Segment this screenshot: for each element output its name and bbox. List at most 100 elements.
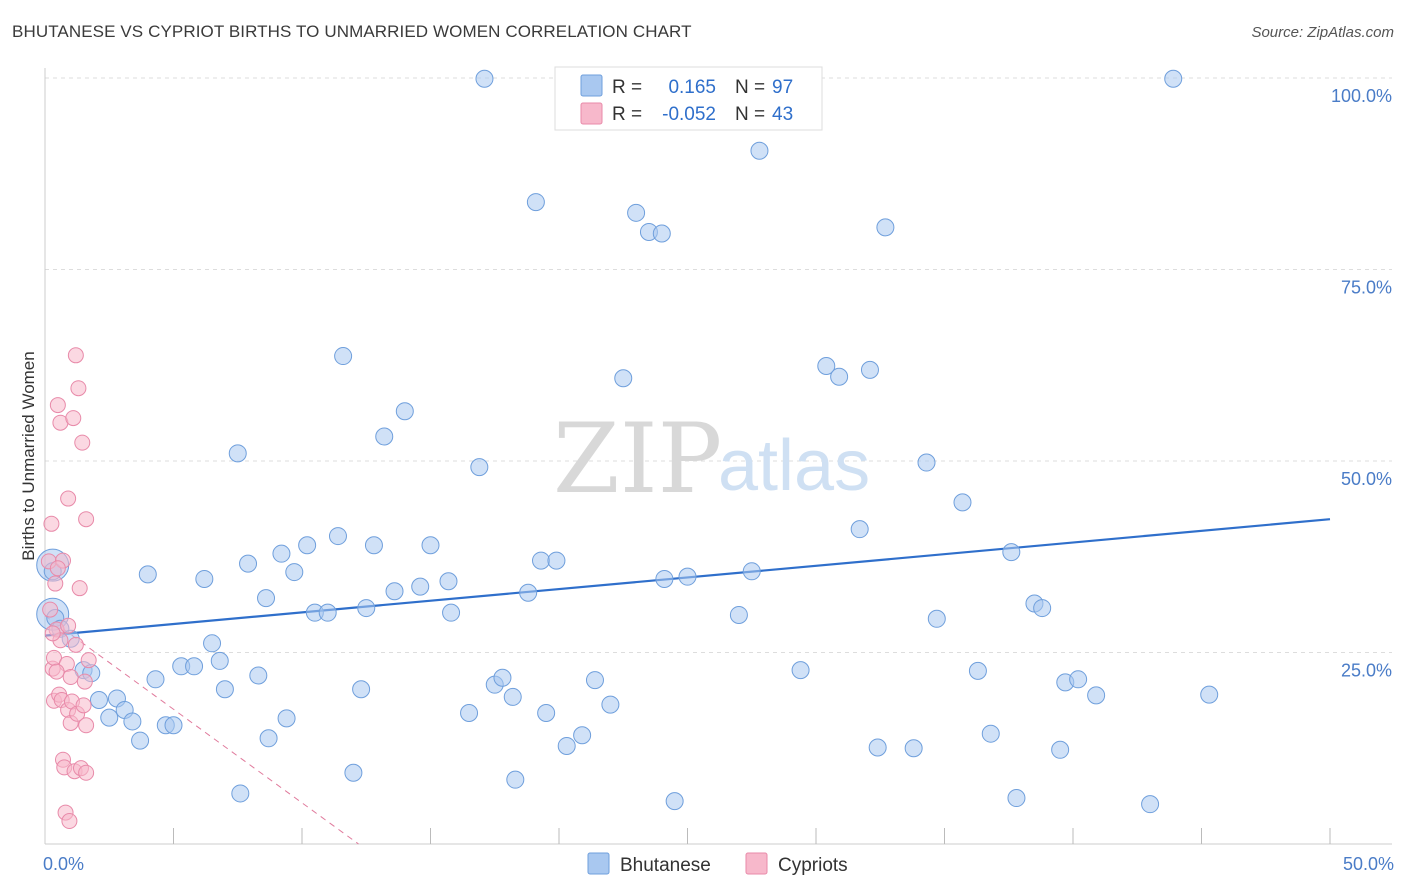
watermark: ZIP atlas bbox=[553, 403, 870, 515]
point-bhutanese-55 bbox=[526, 193, 545, 212]
point-bhutanese-70 bbox=[729, 605, 748, 624]
point-bhutanese-35 bbox=[334, 347, 353, 366]
point-bhutanese-41 bbox=[385, 582, 404, 601]
point-cypriots-6 bbox=[47, 575, 64, 592]
point-bhutanese-30 bbox=[285, 563, 304, 582]
point-bhutanese-20 bbox=[210, 651, 229, 670]
legend-swatch-cypriots bbox=[580, 102, 603, 125]
point-bhutanese-68 bbox=[665, 792, 684, 811]
point-bhutanese-54 bbox=[519, 583, 538, 602]
point-cypriots-21 bbox=[62, 669, 79, 686]
legend-r-value-2: -0.052 bbox=[662, 104, 716, 125]
point-bhutanese-6 bbox=[89, 690, 108, 709]
point-bhutanese-43 bbox=[411, 577, 430, 596]
point-bhutanese-24 bbox=[239, 554, 258, 573]
legend-r-label-1: R = bbox=[612, 77, 642, 98]
legend-n-value-1: 97 bbox=[772, 77, 793, 98]
y-tick-label-25: 25.0% bbox=[1341, 661, 1392, 681]
x-tick-label-50: 50.0% bbox=[1343, 854, 1394, 874]
legend-r-label-2: R = bbox=[612, 104, 642, 125]
point-cypriots-32 bbox=[75, 697, 92, 714]
point-bhutanese-80 bbox=[904, 739, 923, 758]
point-bhutanese-62 bbox=[601, 695, 620, 714]
point-bhutanese-63 bbox=[614, 369, 633, 388]
point-bhutanese-48 bbox=[470, 458, 489, 477]
data-points bbox=[36, 69, 1219, 830]
point-bhutanese-39 bbox=[364, 536, 383, 555]
series-legend-swatch-cypriots bbox=[745, 852, 768, 875]
point-bhutanese-23 bbox=[231, 784, 250, 803]
point-bhutanese-51 bbox=[493, 668, 512, 687]
point-cypriots-36 bbox=[80, 652, 97, 669]
point-bhutanese-53 bbox=[506, 770, 525, 789]
point-bhutanese-87 bbox=[1007, 789, 1026, 808]
point-bhutanese-75 bbox=[830, 367, 849, 386]
point-cypriots-28 bbox=[70, 380, 87, 397]
point-cypriots-37 bbox=[49, 560, 66, 577]
point-cypriots-29 bbox=[71, 580, 88, 597]
point-bhutanese-27 bbox=[259, 729, 278, 748]
point-bhutanese-11 bbox=[131, 731, 150, 750]
point-bhutanese-7 bbox=[100, 708, 119, 727]
point-cypriots-38 bbox=[44, 625, 61, 642]
point-bhutanese-64 bbox=[627, 203, 646, 222]
point-bhutanese-71 bbox=[742, 562, 761, 581]
point-cypriots-1 bbox=[42, 601, 59, 618]
point-cypriots-31 bbox=[74, 434, 91, 451]
x-tick-label-0: 0.0% bbox=[43, 854, 84, 874]
point-bhutanese-17 bbox=[185, 657, 204, 676]
point-cypriots-20 bbox=[61, 813, 78, 830]
point-bhutanese-52 bbox=[503, 687, 522, 706]
point-bhutanese-85 bbox=[981, 724, 1000, 743]
watermark-atlas: atlas bbox=[718, 426, 870, 506]
point-cypriots-8 bbox=[49, 397, 66, 414]
trend-line-cypriots bbox=[44, 615, 359, 845]
point-cypriots-39 bbox=[48, 663, 65, 680]
point-bhutanese-19 bbox=[203, 634, 222, 653]
point-bhutanese-66 bbox=[652, 224, 671, 243]
point-bhutanese-28 bbox=[272, 544, 291, 563]
point-bhutanese-72 bbox=[750, 141, 769, 160]
point-bhutanese-18 bbox=[195, 569, 214, 588]
point-bhutanese-47 bbox=[460, 704, 479, 723]
point-bhutanese-82 bbox=[927, 609, 946, 628]
tick-labels: 25.0% 50.0% 75.0% 100.0% 0.0% 50.0% bbox=[43, 86, 1394, 874]
legend-swatch-bhutanese bbox=[580, 74, 603, 97]
point-cypriots-33 bbox=[76, 673, 93, 690]
point-cypriots-34 bbox=[78, 717, 95, 734]
y-tick-label-75: 75.0% bbox=[1341, 278, 1392, 298]
point-bhutanese-40 bbox=[375, 427, 394, 446]
point-bhutanese-21 bbox=[215, 680, 234, 699]
point-bhutanese-25 bbox=[249, 666, 268, 685]
point-bhutanese-58 bbox=[547, 551, 566, 570]
point-bhutanese-10 bbox=[123, 712, 142, 731]
point-bhutanese-44 bbox=[421, 536, 440, 555]
point-bhutanese-42 bbox=[395, 402, 414, 421]
series-legend-swatch-bhutanese bbox=[587, 852, 610, 875]
point-bhutanese-46 bbox=[442, 603, 461, 622]
point-bhutanese-74 bbox=[817, 357, 836, 376]
point-bhutanese-13 bbox=[146, 670, 165, 689]
chart-title: BHUTANESE VS CYPRIOT BIRTHS TO UNMARRIED… bbox=[12, 22, 692, 41]
point-bhutanese-76 bbox=[850, 520, 869, 539]
gridlines bbox=[45, 77, 1392, 653]
point-cypriots-35 bbox=[78, 511, 95, 528]
point-bhutanese-34 bbox=[328, 527, 347, 546]
series-legend-label-bhutanese: Bhutanese bbox=[620, 855, 711, 876]
point-bhutanese-83 bbox=[953, 493, 972, 512]
point-bhutanese-45 bbox=[439, 572, 458, 591]
point-cypriots-42 bbox=[78, 764, 95, 781]
point-bhutanese-79 bbox=[876, 218, 895, 237]
point-cypriots-24 bbox=[65, 410, 82, 427]
point-bhutanese-95 bbox=[1164, 69, 1183, 88]
point-bhutanese-59 bbox=[557, 736, 576, 755]
series-legend: Bhutanese Cypriots bbox=[587, 852, 848, 876]
point-cypriots-41 bbox=[67, 636, 84, 653]
point-bhutanese-49 bbox=[475, 69, 494, 88]
y-tick-label-100: 100.0% bbox=[1331, 86, 1392, 106]
legend-r-value-1: 0.165 bbox=[668, 77, 716, 98]
point-bhutanese-77 bbox=[860, 360, 879, 379]
point-bhutanese-94 bbox=[1141, 795, 1160, 814]
point-bhutanese-92 bbox=[1069, 670, 1088, 689]
